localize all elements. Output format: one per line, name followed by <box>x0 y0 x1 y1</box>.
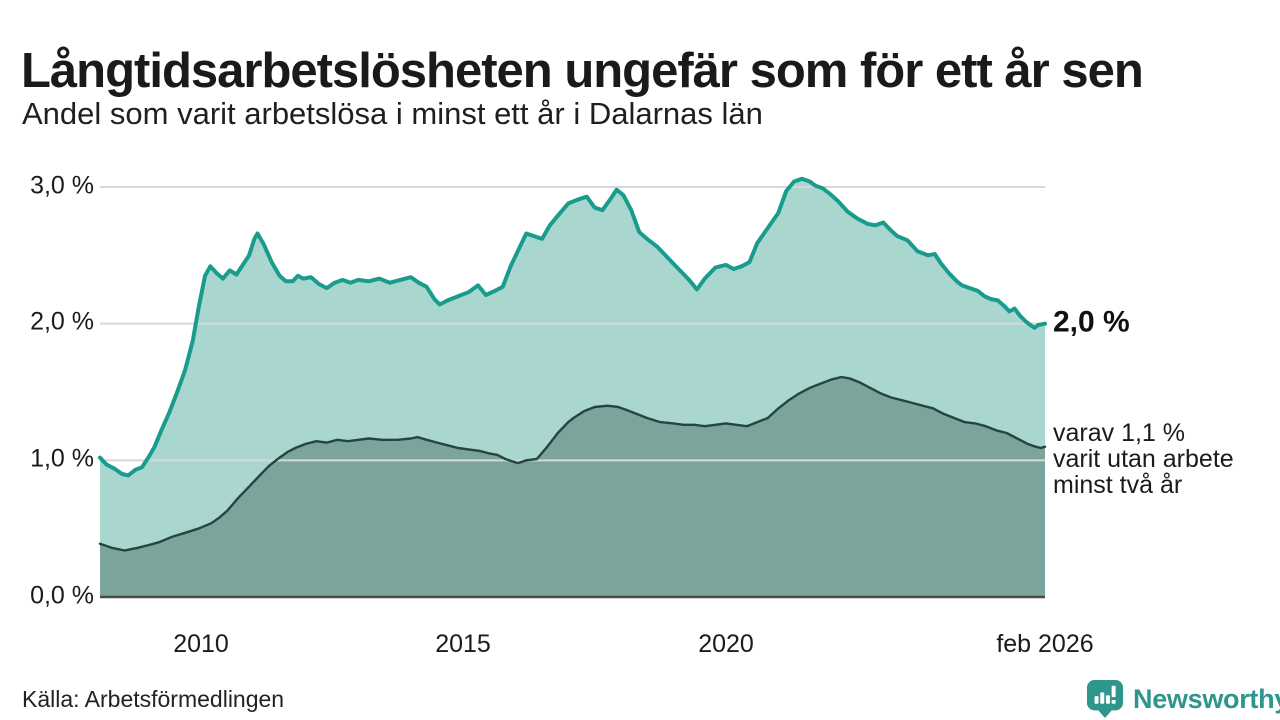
x-axis-tick-feb2026: feb 2026 <box>996 630 1094 658</box>
y-axis-tick-1: 1,0 % <box>30 444 94 473</box>
chart-subtitle: Andel som varit arbetslösa i minst ett å… <box>22 96 763 131</box>
annotation-line-2: varit utan arbete <box>1053 445 1234 473</box>
line-at-least-two-years <box>98 375 1047 552</box>
x-axis-tick-2015: 2015 <box>435 630 491 658</box>
annotation-line-3: minst två år <box>1053 471 1183 499</box>
x-axis-tick-2010: 2010 <box>173 630 229 658</box>
y-axis-tick-0: 0,0 % <box>30 581 94 610</box>
area-at-least-two-years <box>100 377 1045 597</box>
line-at-least-one-year <box>98 176 1047 478</box>
secondary-series-annotation: varav 1,1 % varit utan arbete minst två … <box>1053 420 1234 498</box>
page-title: Långtidsarbetslösheten ungefär som för e… <box>21 43 1144 98</box>
newsworthy-logo: Newsworthy <box>1086 679 1280 719</box>
y-axis-tick-2: 2,0 % <box>30 307 94 336</box>
y-axis-tick-3: 3,0 % <box>30 171 94 200</box>
series-end-value-label: 2,0 % <box>1053 305 1130 339</box>
annotation-line-1: varav 1,1 % <box>1053 419 1186 447</box>
source-credit: Källa: Arbetsförmedlingen <box>22 686 285 712</box>
logo-text: Newsworthy <box>1133 683 1280 714</box>
x-axis-tick-2020: 2020 <box>698 630 754 658</box>
bar-chart-pin-icon <box>1086 680 1124 718</box>
